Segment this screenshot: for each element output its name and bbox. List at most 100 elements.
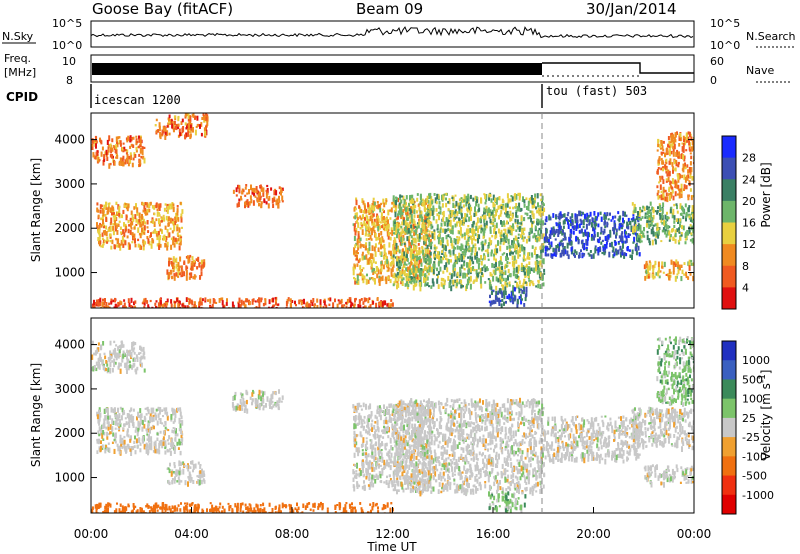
data-cell bbox=[141, 419, 144, 426]
data-cell bbox=[487, 207, 490, 213]
data-cell bbox=[643, 206, 646, 212]
data-cell bbox=[691, 209, 694, 212]
data-cell bbox=[444, 222, 446, 226]
data-cell bbox=[525, 286, 528, 293]
data-cell bbox=[672, 195, 675, 201]
data-cell bbox=[522, 282, 525, 288]
data-cell bbox=[381, 238, 384, 242]
data-cell bbox=[662, 271, 665, 274]
data-cell bbox=[613, 229, 615, 235]
data-cell bbox=[189, 474, 192, 478]
data-cell bbox=[361, 255, 364, 261]
data-cell bbox=[107, 228, 110, 233]
data-cell bbox=[689, 161, 692, 166]
data-cell bbox=[405, 211, 408, 216]
data-cell bbox=[632, 216, 635, 221]
data-cell bbox=[615, 228, 618, 233]
data-cell bbox=[447, 259, 450, 265]
data-cell bbox=[122, 243, 125, 248]
data-cell bbox=[563, 213, 566, 218]
data-cell bbox=[164, 127, 167, 132]
data-cell bbox=[497, 228, 500, 234]
data-cell bbox=[439, 266, 442, 272]
data-cell bbox=[162, 130, 165, 134]
data-cell bbox=[353, 223, 356, 227]
data-cell bbox=[426, 211, 429, 214]
data-cell bbox=[199, 474, 202, 480]
data-cell bbox=[517, 242, 520, 248]
data-cell bbox=[558, 216, 561, 221]
data-cell bbox=[542, 243, 545, 246]
data-cell bbox=[157, 413, 160, 418]
data-cell bbox=[510, 218, 513, 221]
data-cell bbox=[509, 252, 511, 256]
data-cell bbox=[103, 431, 106, 436]
data-cell bbox=[540, 248, 543, 254]
data-cell bbox=[109, 225, 112, 232]
data-cell bbox=[459, 270, 462, 277]
data-cell bbox=[437, 275, 439, 279]
data-cell bbox=[383, 243, 386, 250]
data-cell bbox=[107, 425, 110, 431]
data-cell bbox=[480, 198, 483, 204]
data-cell bbox=[478, 262, 481, 265]
data-cell bbox=[523, 227, 526, 232]
data-cell bbox=[125, 203, 128, 209]
data-cell bbox=[667, 144, 669, 148]
data-cell bbox=[452, 250, 455, 255]
data-cell bbox=[677, 175, 680, 180]
data-cell bbox=[107, 203, 110, 209]
data-cell bbox=[646, 234, 649, 241]
data-cell bbox=[388, 306, 391, 308]
data-cell bbox=[162, 436, 165, 441]
data-cell bbox=[498, 303, 501, 306]
data-cell bbox=[164, 446, 167, 450]
data-cell bbox=[113, 212, 115, 218]
data-cell bbox=[609, 212, 611, 216]
data-cell bbox=[173, 303, 176, 308]
data-cell bbox=[430, 266, 433, 273]
data-cell bbox=[143, 356, 146, 360]
data-cell bbox=[383, 247, 386, 254]
data-cell bbox=[150, 440, 153, 446]
data-cell bbox=[115, 149, 118, 155]
data-cell bbox=[600, 241, 603, 245]
data-cell bbox=[343, 304, 346, 307]
data-cell bbox=[102, 430, 105, 435]
data-cell bbox=[419, 193, 422, 199]
data-cell bbox=[204, 115, 207, 121]
data-cell bbox=[256, 198, 259, 203]
data-cell bbox=[513, 267, 516, 274]
data-cell bbox=[95, 151, 98, 157]
data-cell bbox=[689, 173, 692, 178]
data-cell bbox=[132, 348, 135, 353]
data-cell bbox=[673, 136, 676, 141]
data-cell bbox=[119, 406, 122, 410]
data-cell bbox=[530, 227, 533, 231]
data-cell bbox=[469, 275, 472, 282]
data-cell bbox=[135, 354, 138, 359]
data-cell bbox=[622, 210, 625, 217]
data-cell bbox=[526, 206, 528, 210]
data-cell bbox=[586, 236, 589, 241]
data-cell bbox=[492, 194, 495, 201]
data-cell bbox=[430, 241, 433, 244]
data-cell bbox=[647, 274, 650, 276]
data-cell bbox=[409, 269, 411, 276]
data-cell bbox=[597, 238, 600, 244]
data-cell bbox=[131, 305, 134, 308]
data-cell bbox=[671, 139, 674, 143]
data-cell bbox=[496, 292, 499, 295]
data-cell bbox=[96, 153, 99, 159]
data-cell bbox=[466, 273, 469, 277]
data-cell bbox=[138, 438, 141, 442]
data-cell bbox=[483, 264, 486, 269]
data-cell bbox=[102, 160, 105, 166]
data-cell bbox=[462, 272, 465, 279]
data-cell bbox=[683, 138, 685, 143]
data-cell bbox=[575, 226, 578, 231]
data-cell bbox=[512, 264, 515, 270]
data-cell bbox=[558, 213, 561, 217]
data-cell bbox=[192, 276, 195, 280]
data-cell bbox=[154, 440, 157, 447]
